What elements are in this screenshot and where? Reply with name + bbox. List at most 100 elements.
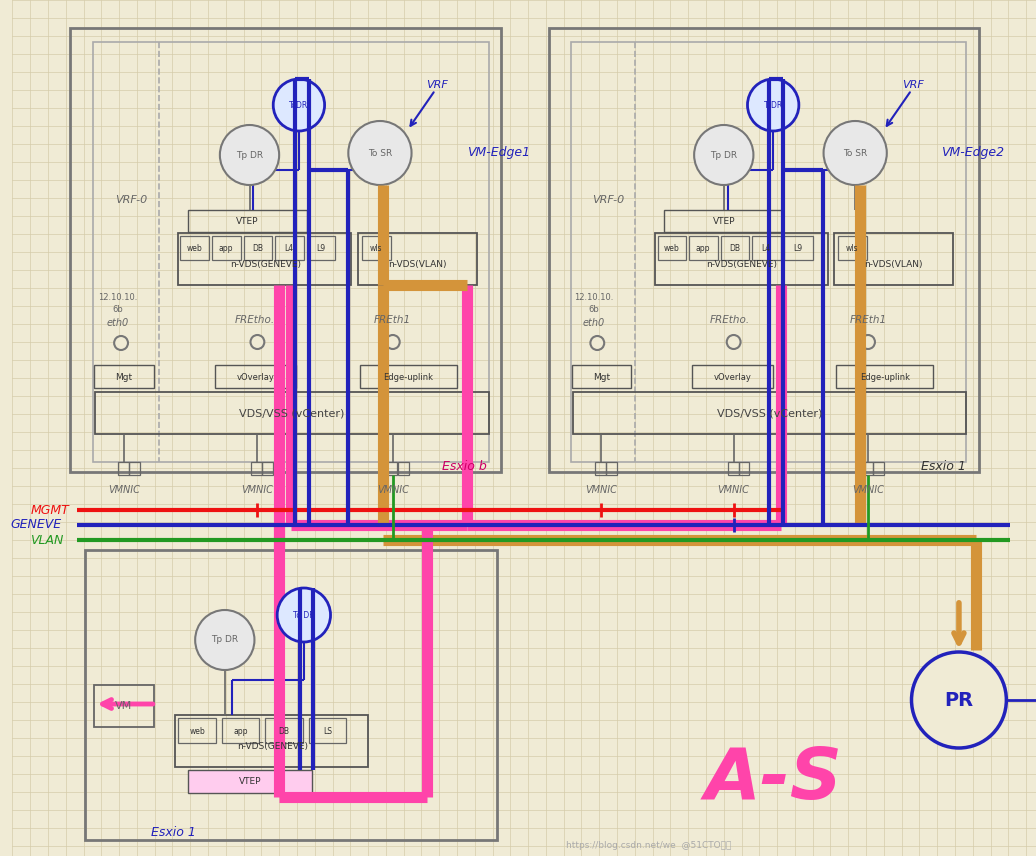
Bar <box>596 462 606 475</box>
Bar <box>571 42 966 462</box>
Text: wls: wls <box>846 243 859 253</box>
Bar <box>93 42 489 462</box>
Text: To SR: To SR <box>843 148 867 158</box>
Text: To DR: To DR <box>293 610 315 620</box>
Text: eth0: eth0 <box>107 318 130 328</box>
Text: web: web <box>186 243 202 253</box>
Text: wls: wls <box>370 243 382 253</box>
Bar <box>398 462 408 475</box>
Circle shape <box>591 336 604 350</box>
Bar <box>836 365 933 388</box>
Bar <box>222 718 259 743</box>
Bar <box>834 233 953 285</box>
Text: n-VDS(GENEVE): n-VDS(GENEVE) <box>237 741 308 751</box>
Text: VTEP: VTEP <box>236 217 259 225</box>
Text: VRF: VRF <box>902 80 924 90</box>
Text: Tp DR: Tp DR <box>711 151 738 159</box>
Bar <box>212 236 240 260</box>
Text: eth0: eth0 <box>582 318 604 328</box>
Bar <box>655 233 828 285</box>
Text: Tp DR: Tp DR <box>211 635 238 645</box>
Text: VTEP: VTEP <box>239 777 262 787</box>
Text: L4: L4 <box>285 243 293 253</box>
Bar <box>85 550 496 840</box>
Bar <box>739 462 749 475</box>
Bar <box>664 210 783 232</box>
Text: FREth1: FREth1 <box>374 315 411 325</box>
Text: L9: L9 <box>316 243 325 253</box>
Bar <box>692 365 773 388</box>
Text: VLAN: VLAN <box>30 533 64 546</box>
Circle shape <box>748 79 799 131</box>
Text: VM-Edge2: VM-Edge2 <box>941 146 1004 158</box>
Text: 12.10.10.: 12.10.10. <box>574 293 613 301</box>
Bar <box>178 233 351 285</box>
Bar <box>118 462 128 475</box>
Bar <box>358 233 477 285</box>
Text: PR: PR <box>945 691 974 710</box>
Text: VDS/VSS (vCenter): VDS/VSS (vCenter) <box>239 408 345 418</box>
Text: 6b: 6b <box>588 305 599 313</box>
Bar <box>309 718 346 743</box>
Text: Mgt: Mgt <box>115 372 133 382</box>
Text: 12.10.10.: 12.10.10. <box>98 293 138 301</box>
Text: web: web <box>663 243 680 253</box>
Text: app: app <box>696 243 711 253</box>
Text: Edge-uplink: Edge-uplink <box>383 372 434 382</box>
Bar <box>549 28 979 472</box>
Text: VRF: VRF <box>427 80 449 90</box>
Text: VTEP: VTEP <box>713 217 735 225</box>
Text: Esxio 1: Esxio 1 <box>921 460 966 473</box>
Text: vOverlay: vOverlay <box>236 372 275 382</box>
Bar <box>862 462 873 475</box>
Text: app: app <box>219 243 233 253</box>
Text: L4: L4 <box>761 243 771 253</box>
Bar <box>265 718 303 743</box>
Circle shape <box>274 79 324 131</box>
Bar <box>838 236 867 260</box>
Text: FREth1: FREth1 <box>850 315 887 325</box>
Text: web: web <box>190 727 205 735</box>
Circle shape <box>251 335 264 349</box>
Bar <box>689 236 718 260</box>
Text: VMNIC: VMNIC <box>718 485 750 495</box>
Text: ToDR: ToDR <box>289 100 309 110</box>
Bar <box>94 365 153 388</box>
Text: Mgt: Mgt <box>593 372 610 382</box>
Text: DB: DB <box>729 243 740 253</box>
Text: n-VDS(VLAN): n-VDS(VLAN) <box>864 259 923 269</box>
Bar <box>95 392 489 434</box>
Bar <box>727 462 739 475</box>
Bar <box>94 685 153 727</box>
Circle shape <box>694 125 753 185</box>
Text: FREtho.: FREtho. <box>710 315 750 325</box>
Bar <box>243 236 272 260</box>
Text: vOverlay: vOverlay <box>714 372 751 382</box>
Circle shape <box>114 336 128 350</box>
Bar <box>606 462 617 475</box>
Bar <box>385 462 397 475</box>
Bar <box>252 462 262 475</box>
Text: VMNIC: VMNIC <box>241 485 274 495</box>
Bar <box>128 462 140 475</box>
Text: Esxio b: Esxio b <box>442 460 487 473</box>
Bar <box>572 365 631 388</box>
Circle shape <box>220 125 279 185</box>
Text: VRF-0: VRF-0 <box>592 195 625 205</box>
Text: VMNIC: VMNIC <box>585 485 617 495</box>
Text: L9: L9 <box>794 243 803 253</box>
Bar <box>189 210 307 232</box>
Text: DB: DB <box>279 727 290 735</box>
Bar <box>721 236 749 260</box>
Text: Edge-uplink: Edge-uplink <box>860 372 910 382</box>
Text: https://blog.csdn.net/we  @51CTO博客: https://blog.csdn.net/we @51CTO博客 <box>566 841 731 849</box>
Text: Tp DR: Tp DR <box>236 151 263 159</box>
Circle shape <box>861 335 875 349</box>
Text: n-VDS(GENEVE): n-VDS(GENEVE) <box>707 259 777 269</box>
Text: n-VDS(VLAN): n-VDS(VLAN) <box>388 259 447 269</box>
Text: A-S: A-S <box>704 746 842 815</box>
Bar <box>307 236 336 260</box>
Bar <box>784 236 812 260</box>
Text: VMNIC: VMNIC <box>377 485 409 495</box>
Bar <box>180 236 209 260</box>
